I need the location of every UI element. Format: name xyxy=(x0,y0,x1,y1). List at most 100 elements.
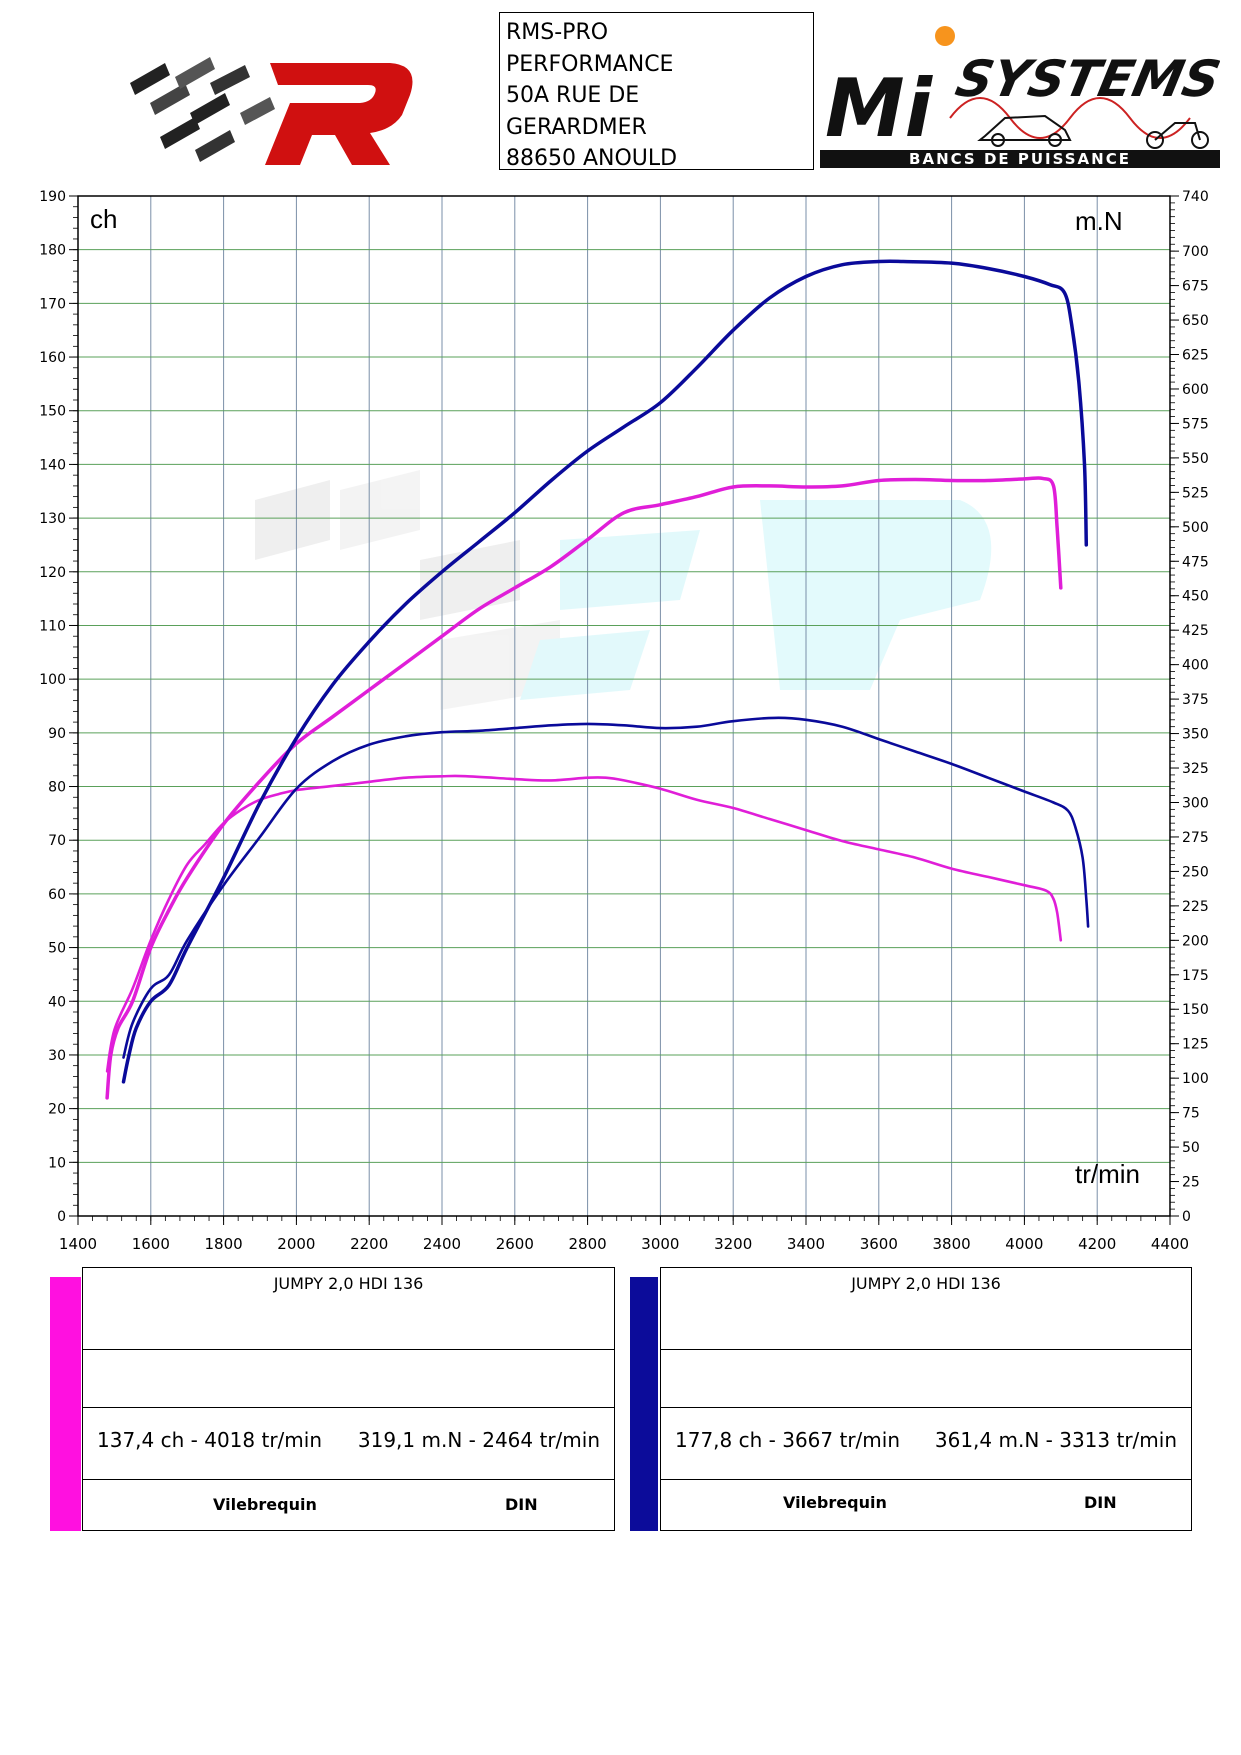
y-left-tick-label: 60 xyxy=(48,887,66,903)
y-right-tick-label: 250 xyxy=(1182,864,1209,880)
x-tick-label: 1400 xyxy=(59,1235,97,1253)
legend-1-power-stat: 137,4 ch - 4018 tr/min xyxy=(97,1428,322,1452)
series-line-1-power xyxy=(105,476,1063,1100)
y-right-tick-label: 375 xyxy=(1182,692,1209,708)
mi-systems-logo: SYSTEMS Mi BANCS DE PUISSANCE xyxy=(820,26,1220,168)
y-left-tick-label: 150 xyxy=(39,404,66,420)
y-right-tick-label: 325 xyxy=(1182,761,1209,777)
axis-ticks: 1400 1600 1800 2000 2200 2400 2600 2800 3000 3200… xyxy=(39,189,1208,1253)
legend-1-foot-right: DIN xyxy=(505,1495,538,1514)
y-right-tick-label: 350 xyxy=(1182,727,1209,743)
y-right-tick-label: 500 xyxy=(1182,520,1209,536)
y-right-tick-label: 225 xyxy=(1182,899,1209,915)
grid xyxy=(78,196,1170,1216)
data-lines xyxy=(105,259,1090,1100)
mi-systems-logo-letters: Mi xyxy=(825,62,934,155)
y-right-tick-label: 740 xyxy=(1182,189,1209,205)
x-tick-label: 2600 xyxy=(496,1235,534,1253)
mi-systems-logo-tagline-bar xyxy=(820,150,1220,168)
y-left-tick-label: 40 xyxy=(48,994,66,1010)
y-right-tick-label: 200 xyxy=(1182,933,1209,949)
y-left-tick-label: 90 xyxy=(48,726,66,742)
legend-2-power-stat: 177,8 ch - 3667 tr/min xyxy=(675,1428,900,1452)
y-left-tick-label: 140 xyxy=(39,457,66,473)
y-left-tick-label: 10 xyxy=(48,1155,66,1171)
y-right-tick-label: 150 xyxy=(1182,1002,1209,1018)
y-right-tick-label: 75 xyxy=(1182,1106,1200,1122)
y-left-tick-label: 180 xyxy=(39,243,66,259)
mi-systems-logo-brand: SYSTEMS xyxy=(951,50,1220,108)
y-right-tick-label: 425 xyxy=(1182,623,1209,639)
rms-logo-checker xyxy=(130,57,275,162)
legend-2: JUMPY 2,0 HDI 136 177,8 ch - 3667 tr/min… xyxy=(660,1267,1192,1531)
legend-1-torque-stat: 319,1 m.N - 2464 tr/min xyxy=(357,1428,600,1452)
x-tick-label: 2000 xyxy=(277,1235,315,1253)
x-tick-label: 2200 xyxy=(350,1235,388,1253)
y-right-tick-label: 0 xyxy=(1182,1209,1191,1225)
y-left-tick-label: 70 xyxy=(48,833,66,849)
address-line-4: GERARDMER xyxy=(506,114,647,140)
legend-1: JUMPY 2,0 HDI 136 137,4 ch - 4018 tr/min… xyxy=(82,1267,615,1531)
series-line-2-torque xyxy=(105,774,1063,1073)
y-right-tick-label: 25 xyxy=(1182,1175,1200,1191)
plot-border xyxy=(77,195,1171,1217)
y-left-tick-label: 130 xyxy=(39,511,66,527)
y-right-tick-label: 575 xyxy=(1182,416,1209,432)
x-tick-label: 4000 xyxy=(1005,1235,1043,1253)
y-left-tick-label: 20 xyxy=(48,1102,66,1118)
x-tick-label: 1800 xyxy=(205,1235,243,1253)
y-right-tick-label: 625 xyxy=(1182,348,1209,364)
legend-2-stats-row: 177,8 ch - 3667 tr/min 361,4 m.N - 3313 … xyxy=(661,1408,1191,1480)
x-tick-label: 1600 xyxy=(132,1235,170,1253)
y-right-tick-label: 650 xyxy=(1182,313,1209,329)
rms-logo xyxy=(130,57,413,165)
y-left-tick-label: 100 xyxy=(39,672,66,688)
legend-2-title: JUMPY 2,0 HDI 136 xyxy=(851,1274,1001,1293)
x-tick-label: 3200 xyxy=(714,1235,752,1253)
address-line-2: PERFORMANCE xyxy=(506,51,674,77)
watermark xyxy=(255,470,992,710)
y-left-tick-label: 160 xyxy=(39,350,66,366)
address-line-5: 88650 ANOULD xyxy=(506,146,678,171)
y-left-tick-label: 190 xyxy=(39,189,66,205)
y-right-tick-label: 700 xyxy=(1182,244,1209,260)
legend-1-swatch xyxy=(50,1277,81,1531)
legend-2-foot-right: DIN xyxy=(1084,1493,1117,1512)
legend-2-foot-left: Vilebrequin xyxy=(783,1493,887,1512)
y-right-tick-label: 400 xyxy=(1182,658,1209,674)
dyno-chart: 1400 1600 1800 2000 2200 2400 2600 2800 3000 3200… xyxy=(39,189,1208,1253)
mi-systems-logo-dot xyxy=(935,26,955,46)
y-right-tick-label: 300 xyxy=(1182,795,1209,811)
y-right-tick-label: 175 xyxy=(1182,968,1209,984)
y-right-tick-label: 450 xyxy=(1182,589,1209,605)
x-tick-label: 2800 xyxy=(569,1235,607,1253)
series-line-3-power xyxy=(121,259,1089,1084)
legend-1-title: JUMPY 2,0 HDI 136 xyxy=(273,1274,424,1293)
y-right-tick-label: 275 xyxy=(1182,830,1209,846)
x-tick-label: 3400 xyxy=(787,1235,825,1253)
x-tick-label: 3800 xyxy=(933,1235,971,1253)
legend-1-blank-row xyxy=(83,1350,614,1408)
y-left-unit-label: ch xyxy=(90,204,117,234)
motorcycle-icon xyxy=(1146,122,1209,149)
legend-2-title-row: JUMPY 2,0 HDI 136 xyxy=(661,1268,1191,1350)
y-left-tick-label: 110 xyxy=(39,618,66,634)
car-icon xyxy=(977,114,1072,147)
address-line-3: 50A RUE DE xyxy=(506,83,640,108)
x-tick-label: 3000 xyxy=(641,1235,679,1253)
y-right-tick-label: 675 xyxy=(1182,279,1209,295)
address-box: RMS-PRO PERFORMANCE 50A RUE DE GERARDMER… xyxy=(499,12,814,171)
y-right-tick-label: 50 xyxy=(1182,1140,1200,1156)
legend-1-foot-left: Vilebrequin xyxy=(213,1495,317,1514)
series-line-4-torque xyxy=(122,716,1090,1059)
x-tick-label: 2400 xyxy=(423,1235,461,1253)
y-left-tick-label: 50 xyxy=(48,941,66,957)
y-right-tick-label: 475 xyxy=(1182,554,1209,570)
y-right-tick-label: 550 xyxy=(1182,451,1209,467)
y-right-tick-label: 125 xyxy=(1182,1037,1209,1053)
x-tick-label: 4400 xyxy=(1151,1235,1189,1253)
address-line-1: RMS-PRO xyxy=(506,20,609,45)
legend-1-stats-row: 137,4 ch - 4018 tr/min 319,1 m.N - 2464 … xyxy=(83,1408,614,1480)
y-right-tick-label: 600 xyxy=(1182,382,1209,398)
y-right-unit-label: m.N xyxy=(1075,206,1123,236)
